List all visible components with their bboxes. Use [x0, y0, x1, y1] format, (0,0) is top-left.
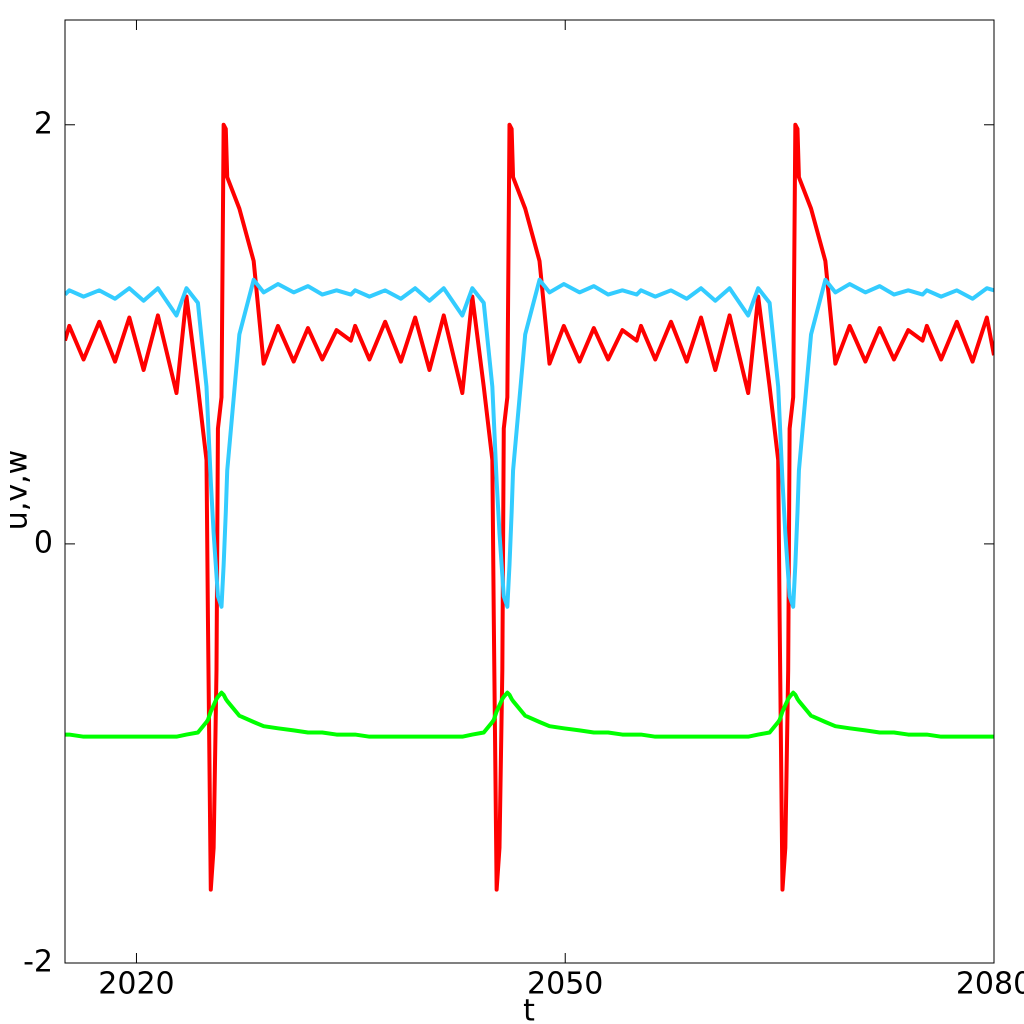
- y-axis-label: u,v,w: [0, 450, 35, 530]
- plot-frame: [64, 19, 995, 964]
- x-tick-label: 2080: [956, 967, 1024, 1002]
- series-line: [65, 277, 994, 609]
- y-tick-label: -2: [23, 945, 53, 980]
- y-tick-label: 2: [34, 106, 53, 141]
- x-axis-label: t: [523, 994, 535, 1024]
- plot-lines: [65, 122, 994, 892]
- series-line: [65, 122, 994, 892]
- y-tick-label: 0: [34, 525, 53, 560]
- series-line: [65, 690, 994, 739]
- x-tick-label: 2020: [98, 967, 174, 1002]
- x-tick-label: 2050: [527, 967, 603, 1002]
